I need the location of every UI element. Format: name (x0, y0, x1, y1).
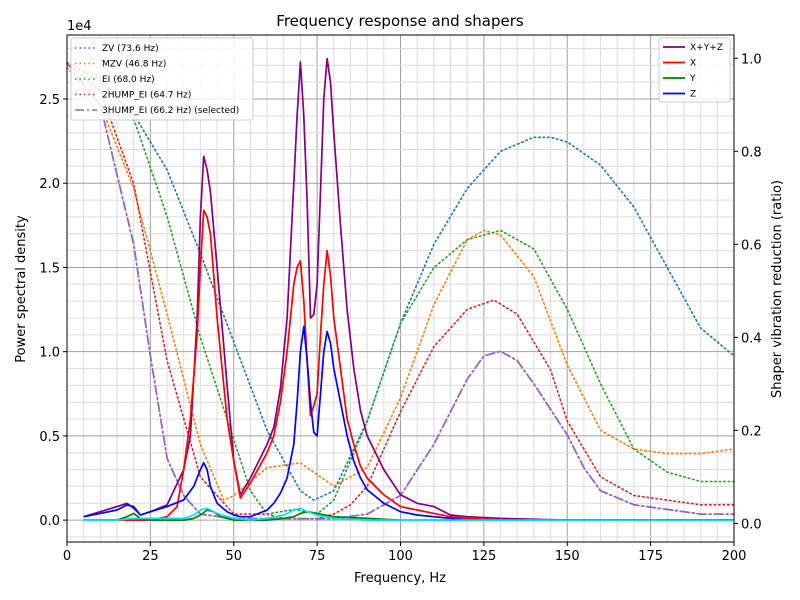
legend-psd-label: Z (690, 90, 696, 100)
y-axis-ticks: 0.0 0.5 1.0 1.5 2.0 2.5 (39, 93, 67, 529)
y2-tick-label: 0.2 (741, 424, 762, 439)
x-tick-label: 75 (309, 549, 326, 564)
y-tick-label: 1.5 (39, 261, 60, 276)
y-tick-label: 2.0 (39, 177, 60, 192)
legend-psd-label: X+Y+Z (690, 43, 723, 53)
x-tick-label: 0 (63, 549, 71, 564)
shaper-line-4 (66, 62, 735, 520)
shaper-line-2 (66, 62, 735, 515)
x-tick-label: 125 (471, 549, 496, 564)
y-tick-label: 0.5 (39, 430, 60, 445)
y2-tick-label: 0.8 (741, 145, 762, 160)
psd-line-4 (83, 507, 734, 521)
x-tick-label: 200 (722, 549, 747, 564)
y-tick-label: 1.0 (39, 346, 60, 361)
legend-shaper-label: 2HUMP_EI (64.7 Hz) (102, 91, 191, 101)
shaper-line-3 (66, 62, 735, 520)
legend-shaper-label: 3HUMP_EI (66.2 Hz) (selected) (102, 106, 239, 116)
legend-shapers-box (70, 37, 254, 121)
legend-shapers: ZV (73.6 Hz) MZV (46.8 Hz) EI (68.0 Hz) 2HU… (70, 37, 254, 121)
y2-tick-label: 0.0 (741, 517, 762, 532)
y2-tick-label: 1.0 (741, 52, 762, 67)
x-axis-ticks: 0 25 50 75 100 125 150 175 200 (63, 542, 747, 564)
shaper-line-1 (66, 66, 735, 502)
legend-shaper-label: ZV (73.6 Hz) (102, 44, 159, 54)
legend-shaper-label: EI (68.0 Hz) (102, 75, 155, 85)
x-tick-label: 150 (555, 549, 580, 564)
psd-lines (83, 57, 734, 521)
x-axis-label: Frequency, Hz (354, 571, 446, 586)
shaper-lines (66, 62, 735, 520)
legend-shaper-label: MZV (46.8 Hz) (102, 60, 166, 70)
y-tick-label: 0.0 (39, 514, 60, 529)
y-offset-label: 1e4 (67, 19, 92, 34)
y-axis-label: Power spectral density (14, 215, 29, 363)
legend-psd-label: X (690, 59, 696, 69)
x-tick-label: 25 (142, 549, 159, 564)
legend-psd: X+Y+Z XYZ (658, 37, 731, 103)
x-tick-label: 100 (388, 549, 413, 564)
y2-axis-label: Shaper vibration reduction (ratio) (770, 180, 785, 398)
psd-line-1 (83, 209, 734, 521)
y-tick-label: 2.5 (39, 93, 60, 108)
y2-axis-ticks: 0.0 0.2 0.4 0.6 0.8 1.0 (734, 52, 762, 532)
psd-line-3 (83, 325, 734, 521)
y2-tick-label: 0.4 (741, 331, 762, 346)
legend-psd-label: Y (689, 74, 696, 84)
x-tick-label: 175 (638, 549, 663, 564)
y2-tick-label: 0.6 (741, 238, 762, 253)
x-tick-label: 50 (225, 549, 242, 564)
legend-psd-box (658, 37, 731, 103)
chart-title: Frequency response and shapers (276, 12, 524, 30)
